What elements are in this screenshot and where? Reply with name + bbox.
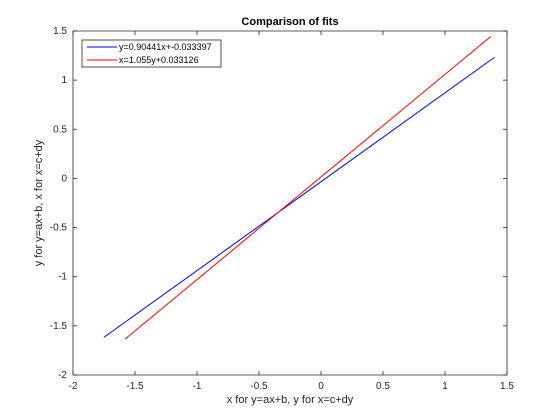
x-tick-label: 1 [442, 381, 448, 392]
x-tick-label: -1.5 [126, 381, 144, 392]
y-tick-label: -1 [58, 272, 67, 283]
series-line-2 [124, 35, 492, 340]
x-tick-label: -1 [193, 381, 202, 392]
axes-layer [72, 30, 508, 376]
series-layer [103, 35, 495, 340]
y-tick-label: 0.5 [53, 124, 67, 135]
x-tick-label: -0.5 [250, 381, 268, 392]
series-line-1 [103, 56, 495, 338]
legend-box [81, 39, 222, 68]
y-tick-label: 1.5 [53, 26, 67, 37]
chart-title: Comparison of fits [241, 16, 338, 28]
legend: y=0.90441x+-0.033397 x=1.055y+0.033126 [81, 39, 222, 68]
x-tick-label: 0.5 [376, 381, 390, 392]
y-tick-label: -1.5 [50, 321, 68, 332]
x-tick-label: 0 [318, 381, 324, 392]
y-tick-label: -0.5 [50, 223, 68, 234]
legend-label-series-2: x=1.055y+0.033126 [119, 55, 199, 65]
ticks-layer: -2 -1.5 -1 -0.5 0 0.5 1 1.5 -2 -1.5 -1 -0.5 0 0.5 1 1.5 [50, 26, 515, 392]
legend-label-series-1: y=0.90441x+-0.033397 [119, 42, 212, 52]
y-tick-label: -2 [58, 370, 67, 381]
x-axis-label: x for y=ax+b, y for x=c+dy [227, 394, 354, 406]
x-tick-label: -2 [69, 381, 78, 392]
y-axis-label: y for y=ax+b, x for x=c+dy [33, 139, 45, 266]
y-tick-label: 1 [61, 75, 67, 86]
y-tick-label: 0 [61, 173, 67, 184]
x-tick-label: 1.5 [500, 381, 514, 392]
